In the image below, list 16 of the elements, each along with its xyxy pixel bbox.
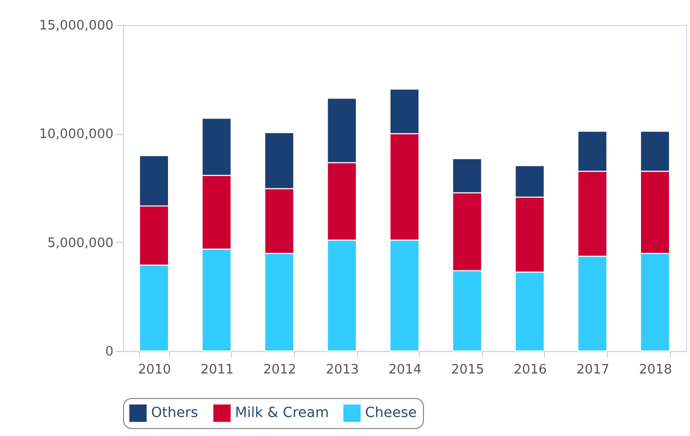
legend-label: Milk & Cream (235, 405, 329, 422)
x-tick-label: 2015 (451, 362, 484, 378)
y-tick-label: 0 (105, 344, 114, 360)
y-tick-label: 10,000,000 (39, 127, 114, 142)
x-tick-label: 2011 (200, 362, 234, 378)
x-tick-label: 2018 (638, 362, 672, 378)
x-tick-label: 2013 (326, 362, 359, 378)
y-tick-label: 5,000,000 (47, 236, 114, 251)
x-tick-label: 2012 (263, 362, 296, 378)
x-tick-label: 2010 (138, 362, 172, 378)
legend-label: Cheese (365, 405, 417, 422)
x-tick-label: 2017 (576, 362, 610, 378)
legend-label: Others (151, 405, 198, 422)
y-tick-label: 15,000,000 (39, 18, 114, 34)
x-tick-label: 2014 (388, 362, 422, 378)
x-tick-label: 2016 (514, 362, 547, 378)
